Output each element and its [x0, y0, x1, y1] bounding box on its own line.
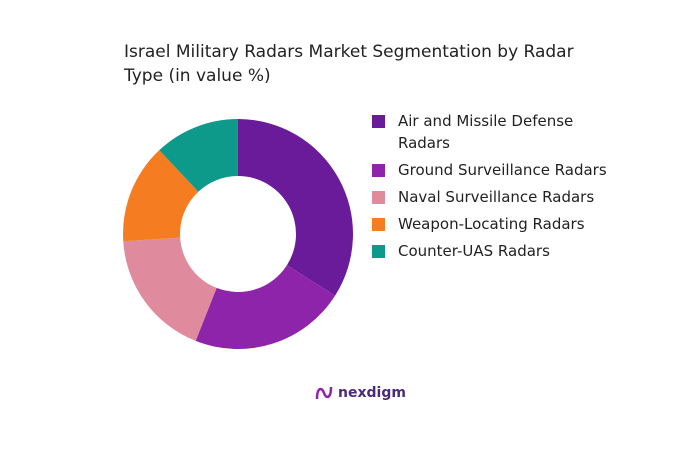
brand-logo: nexdigm	[314, 383, 406, 403]
legend-item: Counter-UAS Radars	[372, 240, 608, 262]
donut-segment	[159, 119, 238, 192]
donut-segment	[195, 265, 336, 349]
legend-item: Weapon-Locating Radars	[372, 213, 608, 235]
brand-text: nexdigm	[338, 385, 406, 401]
legend-label: Air and Missile Defense Radars	[398, 112, 574, 152]
legend-swatch	[372, 218, 385, 231]
donut-segment	[238, 119, 353, 296]
brand-icon	[315, 386, 333, 400]
donut-segment	[123, 150, 199, 242]
legend-item: Naval Surveillance Radars	[372, 186, 688, 208]
legend-swatch	[372, 191, 385, 204]
legend-item: Air and Missile Defense Radars	[372, 110, 608, 154]
legend-label: Counter-UAS Radars	[398, 242, 550, 260]
legend-swatch	[372, 164, 385, 177]
legend-label: Ground Surveillance Radars	[398, 161, 607, 179]
legend-item: Ground Surveillance Radars	[372, 159, 608, 181]
legend: Air and Missile Defense Radars Ground Sur…	[372, 110, 692, 267]
legend-swatch	[372, 115, 385, 128]
chart-title: Israel Military Radars Market Segmentati…	[124, 42, 574, 86]
donut-segment	[123, 237, 217, 341]
legend-swatch	[372, 245, 385, 258]
legend-label: Weapon-Locating Radars	[398, 215, 585, 233]
legend-label: Naval Surveillance Radars	[398, 188, 595, 206]
